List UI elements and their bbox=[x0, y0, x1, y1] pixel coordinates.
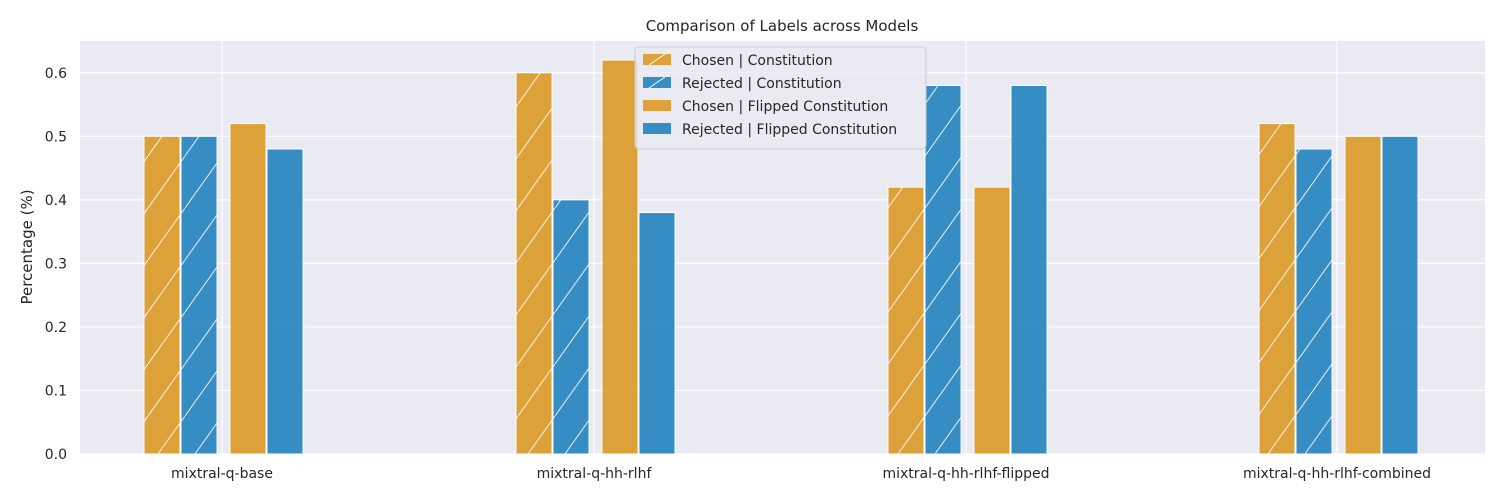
legend-label: Rejected | Constitution bbox=[682, 76, 842, 92]
bar bbox=[1010, 84, 1048, 455]
legend-swatch bbox=[643, 100, 671, 111]
x-tick-label: mixtral-q-base bbox=[171, 466, 273, 482]
legend-label: Chosen | Flipped Constitution bbox=[682, 99, 888, 115]
y-tick-labels: 0.0 0.1 0.2 0.3 0.4 0.5 0.6 bbox=[45, 66, 67, 463]
y-tick-label: 0.3 bbox=[45, 256, 67, 272]
y-tick-label: 0.2 bbox=[45, 320, 67, 336]
legend-hatch-line bbox=[648, 53, 666, 66]
x-tick-label: mixtral-q-hh-rlhf-combined bbox=[1243, 466, 1431, 482]
x-tick-labels: mixtral-q-base mixtral-q-hh-rlhf mixtral-q… bbox=[171, 466, 1431, 482]
x-tick-label: mixtral-q-hh-rlhf-flipped bbox=[882, 466, 1049, 482]
bar-hatch bbox=[553, 199, 589, 454]
bar-hatch bbox=[181, 136, 217, 455]
y-tick-label: 0.4 bbox=[45, 193, 67, 209]
legend-label: Chosen | Constitution bbox=[682, 53, 833, 69]
y-tick-label: 0.0 bbox=[45, 447, 67, 463]
bar-hatch bbox=[888, 187, 924, 454]
chart-title: Comparison of Labels across Models bbox=[646, 17, 919, 35]
bar-hatch bbox=[1296, 149, 1332, 454]
bar-hatch bbox=[144, 136, 180, 455]
y-tick-label: 0.1 bbox=[45, 383, 67, 399]
bar bbox=[973, 186, 1011, 455]
legend-hatch-line bbox=[648, 76, 666, 89]
y-tick-label: 0.6 bbox=[45, 66, 67, 82]
bars-group bbox=[143, 59, 1419, 455]
bar-hatch bbox=[516, 72, 552, 455]
bar bbox=[638, 212, 676, 455]
bar-hatch bbox=[1259, 123, 1295, 454]
legend-swatch bbox=[643, 123, 671, 134]
legend: Chosen | Constitution Rejected | Constitu… bbox=[634, 46, 927, 150]
bar bbox=[229, 123, 267, 455]
bar bbox=[266, 148, 304, 455]
legend-label: Rejected | Flipped Constitution bbox=[682, 122, 897, 138]
bar bbox=[1344, 135, 1382, 455]
legend-box bbox=[634, 46, 927, 150]
y-tick-label: 0.5 bbox=[45, 129, 67, 145]
grid-lines bbox=[80, 41, 1485, 455]
bar bbox=[1381, 135, 1419, 455]
bar-hatch bbox=[925, 85, 961, 454]
x-tick-label: mixtral-q-hh-rlhf bbox=[537, 466, 653, 482]
bar bbox=[601, 59, 639, 455]
y-axis-label: Percentage (%) bbox=[18, 189, 36, 304]
